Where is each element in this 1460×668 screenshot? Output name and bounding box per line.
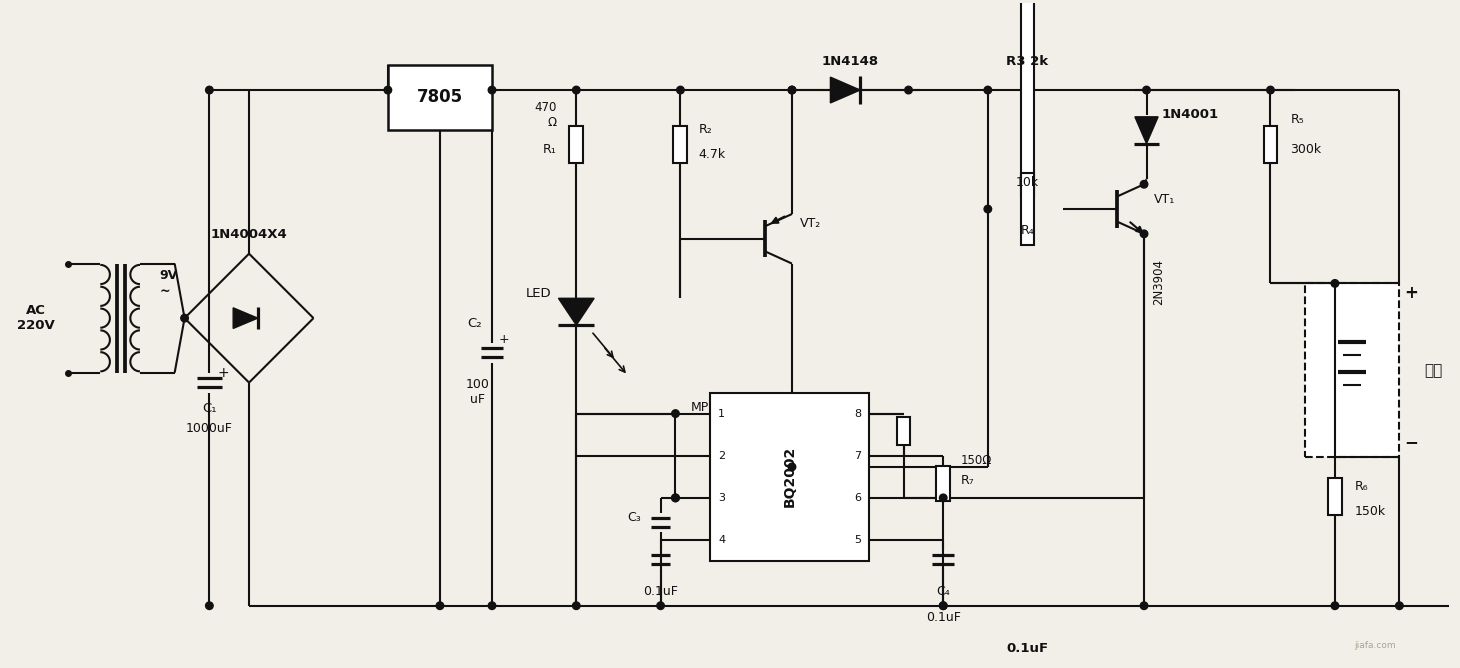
Text: 9V
~: 9V ~ (159, 269, 178, 297)
Text: VT₂: VT₂ (800, 217, 821, 230)
Text: +: + (1405, 285, 1418, 303)
Text: 1000uF: 1000uF (185, 422, 232, 436)
Circle shape (939, 494, 948, 502)
Text: 1: 1 (718, 409, 726, 419)
Text: 2: 2 (718, 451, 726, 461)
Text: +: + (218, 365, 229, 379)
Text: 4.7k: 4.7k (698, 148, 726, 161)
Text: AC
220V: AC 220V (18, 304, 54, 332)
Text: 150Ω: 150Ω (961, 454, 993, 467)
Text: 0.1uF: 0.1uF (1006, 643, 1048, 655)
Circle shape (676, 86, 685, 94)
Bar (1021, 0, 1035, 197)
Bar (1263, 126, 1278, 164)
Text: C₃: C₃ (626, 511, 641, 524)
Bar (1021, 174, 1034, 244)
Circle shape (181, 315, 188, 322)
Circle shape (788, 463, 796, 471)
Text: 10k: 10k (1016, 176, 1040, 189)
Text: R₂: R₂ (698, 123, 712, 136)
Circle shape (1267, 86, 1275, 94)
Text: 4: 4 (718, 535, 726, 545)
Circle shape (572, 602, 580, 609)
Circle shape (657, 602, 664, 609)
Text: R₆: R₆ (1355, 480, 1368, 493)
Text: C₂: C₂ (467, 317, 482, 329)
Bar (388, 65, 492, 130)
Text: LED: LED (526, 287, 552, 300)
Text: 7: 7 (854, 451, 861, 461)
Bar (1329, 478, 1342, 516)
Text: 470
Ω: 470 Ω (534, 101, 556, 129)
Circle shape (1332, 602, 1339, 609)
Circle shape (905, 86, 912, 94)
Circle shape (1143, 86, 1150, 94)
Bar (896, 417, 911, 445)
Circle shape (672, 494, 679, 502)
Text: 5: 5 (854, 535, 861, 545)
Bar (673, 126, 688, 164)
Polygon shape (831, 77, 860, 103)
Bar (569, 126, 583, 164)
Circle shape (788, 86, 796, 94)
Circle shape (984, 205, 991, 213)
Text: 0.1uF: 0.1uF (644, 584, 677, 598)
Circle shape (488, 602, 496, 609)
Circle shape (1140, 602, 1148, 609)
Circle shape (672, 494, 679, 502)
Text: VT₁: VT₁ (1153, 192, 1175, 206)
Circle shape (1140, 230, 1148, 238)
Circle shape (1140, 180, 1148, 188)
Circle shape (1332, 280, 1339, 287)
Circle shape (984, 86, 991, 94)
Polygon shape (558, 299, 594, 325)
Text: 100
uF: 100 uF (466, 377, 489, 405)
Text: 6: 6 (854, 493, 861, 503)
Circle shape (488, 86, 496, 94)
Text: 2N3904: 2N3904 (1152, 259, 1165, 305)
Circle shape (939, 602, 948, 609)
Text: 300k: 300k (1291, 143, 1321, 156)
Text: R3 2k: R3 2k (1006, 55, 1048, 68)
Polygon shape (1134, 117, 1158, 144)
Text: jiafa.com: jiafa.com (1353, 641, 1396, 651)
Text: R₅: R₅ (1291, 114, 1304, 126)
Text: 7805: 7805 (418, 88, 463, 106)
Text: +: + (499, 333, 510, 347)
Text: 0.1uF: 0.1uF (926, 611, 961, 624)
Polygon shape (234, 308, 258, 329)
Text: R₄: R₄ (1021, 224, 1034, 237)
Circle shape (384, 86, 391, 94)
Text: 3: 3 (718, 493, 726, 503)
Text: BQ2002: BQ2002 (783, 446, 797, 508)
Text: −: − (1405, 433, 1418, 451)
Text: MPS750: MPS750 (691, 401, 740, 414)
Text: 电池: 电池 (1424, 363, 1442, 377)
Text: R₁: R₁ (543, 143, 556, 156)
Text: C₁: C₁ (201, 402, 216, 415)
Bar (936, 466, 950, 502)
Circle shape (939, 602, 948, 609)
Circle shape (572, 86, 580, 94)
Bar (710, 393, 869, 561)
Text: C₄: C₄ (936, 584, 950, 598)
Bar (1305, 283, 1399, 457)
Text: 8: 8 (854, 409, 861, 419)
Circle shape (1396, 602, 1403, 609)
Circle shape (206, 86, 213, 94)
Text: 1N4004X4: 1N4004X4 (210, 228, 288, 240)
Circle shape (206, 602, 213, 609)
Circle shape (672, 409, 679, 418)
Text: 1N4001: 1N4001 (1161, 108, 1219, 122)
Text: 1N4148: 1N4148 (822, 55, 879, 68)
Text: R₇: R₇ (961, 474, 975, 487)
Circle shape (788, 86, 796, 94)
Text: 150k: 150k (1355, 505, 1386, 518)
Circle shape (437, 602, 444, 609)
